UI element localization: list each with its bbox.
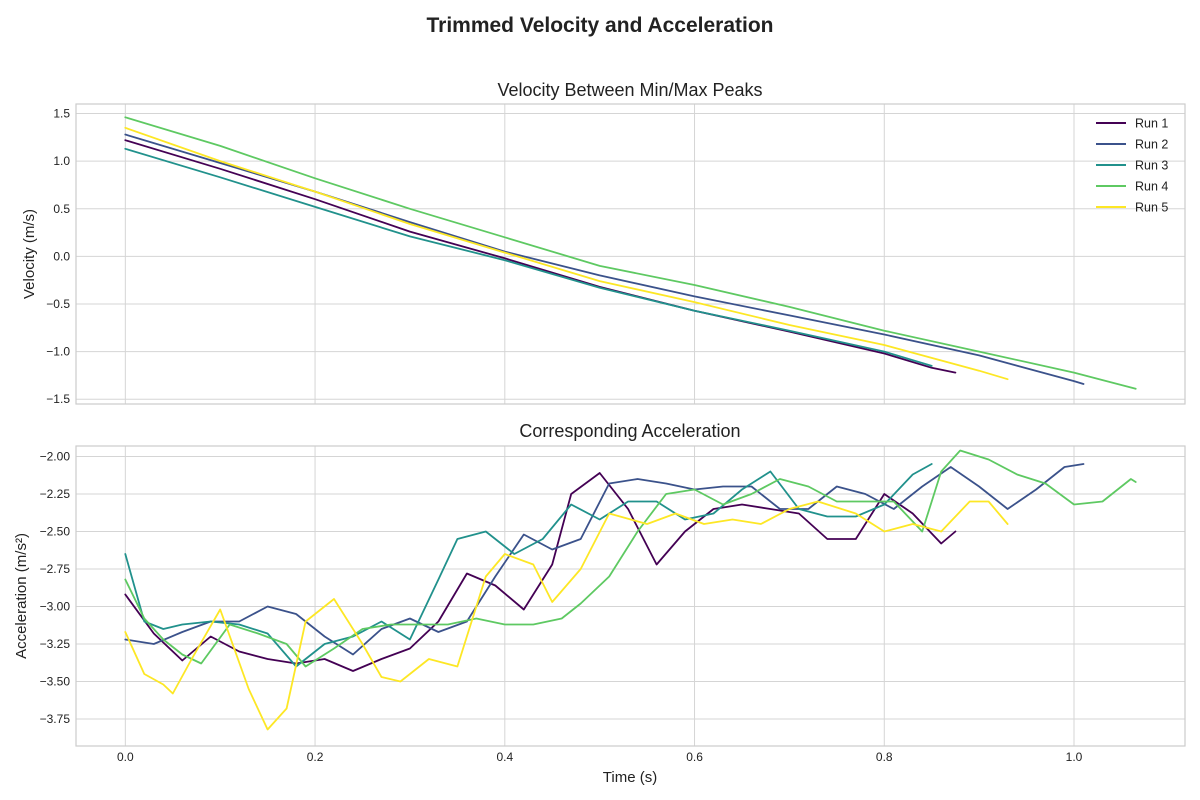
x-tick-label: 0.2	[307, 750, 324, 764]
acceleration-y-tick-label: −2.00	[40, 450, 71, 464]
velocity-y-tick-label: −1.0	[46, 345, 70, 359]
acceleration-y-ticks: −2.00 −2.25 −2.50 −2.75 −3.00 −3.25 −3.50 −3.75	[40, 450, 71, 727]
x-tick-label: 0.4	[496, 750, 513, 764]
velocity-panel-title: Velocity Between Min/Max Peaks	[497, 80, 762, 100]
velocity-y-tick-label: −1.5	[46, 392, 70, 406]
acceleration-series-run-3	[124, 463, 933, 668]
legend-label: Run 1	[1135, 117, 1168, 131]
legend-label: Run 2	[1135, 138, 1168, 152]
x-tick-label: 0.8	[876, 750, 893, 764]
velocity-y-tick-label: 0.0	[53, 249, 70, 263]
acceleration-y-tick-label: −2.50	[40, 525, 71, 539]
figure-title: Trimmed Velocity and Acceleration	[426, 14, 773, 37]
velocity-grid	[76, 104, 1185, 404]
acceleration-y-tick-label: −3.50	[40, 675, 71, 689]
acceleration-x-ticks: 0.0 0.2 0.4 0.6 0.8 1.0	[117, 750, 1083, 764]
velocity-series-run-5	[124, 126, 1009, 381]
acceleration-grid	[76, 446, 1185, 746]
x-tick-label: 0.0	[117, 750, 134, 764]
velocity-panel: Velocity Between Min/Max Peaks 1.5 1.0 0.5…	[21, 80, 1186, 407]
x-tick-label: 1.0	[1066, 750, 1083, 764]
acceleration-panel-title: Corresponding Acceleration	[519, 421, 740, 441]
velocity-y-axis-label: Velocity (m/s)	[21, 209, 38, 299]
acceleration-y-tick-label: −2.25	[40, 487, 71, 501]
acceleration-y-tick-label: −2.75	[40, 562, 71, 576]
acceleration-series-run-2	[124, 463, 1085, 656]
acceleration-series-group	[124, 449, 1137, 731]
velocity-y-ticks: 1.5 1.0 0.5 0.0 −0.5 −1.0 −1.5	[46, 107, 70, 407]
acceleration-panel: Corresponding Acceleration −2.00−2.25−2.…	[13, 421, 1186, 786]
x-tick-label: 0.6	[686, 750, 703, 764]
velocity-legend: Run 1 Run 2 Run 3 Run 4 Run 5	[1096, 117, 1168, 215]
velocity-series-run-3	[124, 147, 933, 367]
legend-label: Run 3	[1135, 159, 1168, 173]
acceleration-y-tick-label: −3.25	[40, 637, 71, 651]
velocity-y-tick-label: −0.5	[46, 297, 70, 311]
acceleration-series-run-5	[124, 500, 1009, 731]
acceleration-y-tick-label: −3.00	[40, 600, 71, 614]
velocity-series-run-4	[124, 116, 1137, 390]
acceleration-plot-frame	[75, 445, 1186, 747]
acceleration-series-run-4	[124, 449, 1137, 668]
velocity-y-tick-label: 1.0	[53, 154, 70, 168]
velocity-y-tick-label: 0.5	[53, 202, 70, 216]
acceleration-series-run-1	[124, 472, 957, 672]
velocity-plot-frame	[75, 103, 1186, 405]
legend-label: Run 5	[1135, 201, 1168, 215]
acceleration-y-tick-label: −3.75	[40, 712, 71, 726]
velocity-series-group	[124, 116, 1137, 390]
velocity-y-tick-label: 1.5	[53, 107, 70, 121]
acceleration-y-axis-label: Acceleration (m/s²)	[13, 533, 30, 659]
legend-label: Run 4	[1135, 180, 1168, 194]
x-axis-label: Time (s)	[603, 769, 657, 786]
